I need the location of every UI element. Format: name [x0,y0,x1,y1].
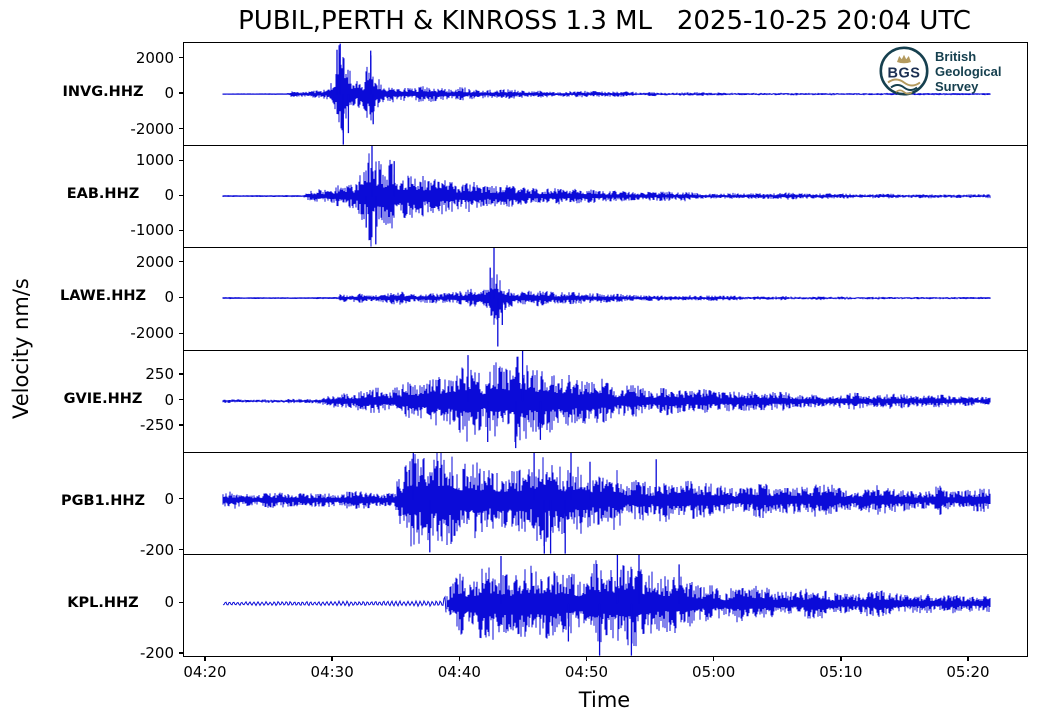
y-axis-label: Velocity nm/s [9,278,33,419]
waveform-panel-lawe-hhz [184,247,1027,349]
panel-separator [184,145,1027,147]
panel-separator [184,247,1027,249]
y-tick-mark [179,56,183,59]
waveform-panel-eab-hhz [184,145,1027,247]
y-tick-mark [179,260,183,263]
waveform-trace [222,145,991,247]
y-tick-label: 1000 [135,151,174,170]
logo-line-2: Geological [935,64,1001,79]
logo-wave-2 [890,84,918,91]
station-label: KPL.HHZ [67,594,139,611]
x-tick-label: 04:20 [183,663,227,681]
y-tick-label: -250 [139,416,174,435]
y-tick-mark [179,332,183,334]
x-tick-mark [712,657,715,661]
y-tick-label: 0 [164,390,174,409]
waveform-panel-gvie-hhz [184,350,1027,452]
waveform-trace [222,43,991,145]
x-tick-mark [840,657,842,661]
panel-separator [184,553,1027,555]
station-label: INVG.HHZ [62,84,144,101]
panel-separator [184,451,1027,453]
station-label: GVIE.HHZ [63,390,143,407]
y-tick-mark [179,601,183,604]
logo-line-3: Survey [935,79,979,94]
y-tick-mark [179,497,183,500]
chart-title: PUBIL,PERTH & KINROSS 1.3 ML 2025-10-25 … [238,6,971,36]
y-tick-label: 0 [164,288,174,307]
x-tick-mark [331,657,333,661]
y-tick-label: 2000 [135,48,174,67]
x-tick-label: 05:00 [692,663,736,681]
panel-separator [184,349,1027,351]
y-tick-label: -200 [139,540,174,559]
y-tick-label: -2000 [130,119,174,138]
y-tick-mark [179,398,183,401]
waveform-trace [222,452,991,554]
x-tick-mark [204,657,206,661]
y-tick-mark [179,549,183,551]
y-tick-mark [179,424,183,426]
x-tick-label: 04:40 [437,663,481,681]
x-tick-label: 05:10 [819,663,863,681]
waveform-trace [222,350,991,448]
waveform-trace [222,554,991,656]
y-tick-mark [179,296,183,299]
y-tick-label: 2000 [135,252,174,271]
x-tick-label: 04:50 [564,663,609,681]
bgs-abbr: BGS [888,66,921,82]
y-tick-mark [179,92,183,94]
y-tick-mark [179,127,183,130]
x-tick-mark [585,657,588,661]
waveform-panel-pgb1-hhz [184,452,1027,554]
x-tick-mark [967,657,969,661]
station-label: PGB1.HHZ [61,492,145,509]
logo-line-1: British [935,49,976,64]
y-tick-mark [179,159,183,161]
bgs-logo: BGS British Geological Survey [879,46,1001,96]
y-tick-label: 0 [164,593,174,612]
y-tick-label: -200 [139,643,174,662]
logo-wave-3 [895,89,913,95]
station-label: EAB.HHZ [66,186,140,203]
y-tick-label: 0 [164,186,174,205]
y-tick-mark [179,194,183,196]
x-tick-mark [458,657,461,661]
y-tick-label: 250 [145,365,174,384]
y-tick-mark [179,373,183,375]
station-label: LAWE.HHZ [59,288,146,305]
waveform-trace [222,247,991,347]
waveform-panel-invg-hhz [184,43,1027,145]
plot-area [183,42,1028,657]
y-tick-label: -2000 [130,324,174,343]
crown-icon [897,54,911,64]
x-tick-label: 04:30 [310,663,354,681]
y-tick-mark [179,652,183,654]
x-axis-label: Time [578,688,631,712]
y-tick-label: -1000 [130,221,174,240]
bgs-logo-circle [879,46,929,96]
logo-wave-1 [887,78,921,87]
y-tick-label: 0 [164,489,174,508]
y-tick-mark [179,229,183,231]
y-tick-label: 0 [164,84,174,103]
x-tick-label: 05:20 [946,663,990,681]
waveform-panel-kpl-hhz [184,554,1027,656]
